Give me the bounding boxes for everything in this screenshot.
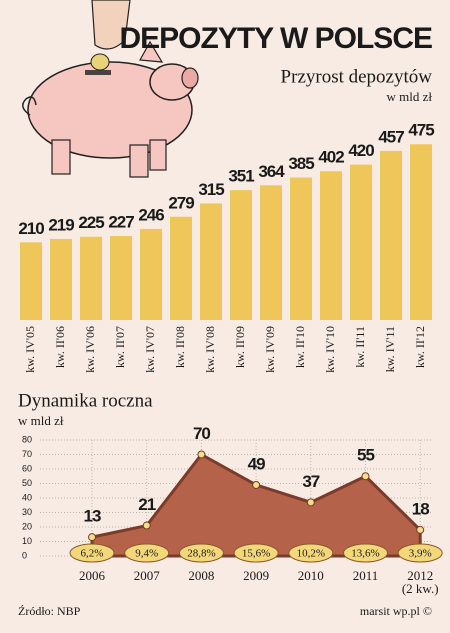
growth-badge: [397, 543, 443, 563]
growth-label: 10,2%: [297, 548, 325, 560]
growth-badge: [69, 543, 115, 563]
x-tick-label: kw. II'10: [293, 326, 307, 368]
value-label: 13: [84, 507, 101, 526]
bar: [290, 177, 312, 320]
bar: [170, 216, 192, 320]
bar: [80, 236, 102, 320]
growth-label: 28,8%: [187, 548, 215, 560]
point: [416, 525, 425, 534]
value-label: 210: [18, 219, 44, 238]
y-tick-label: 30: [22, 507, 32, 517]
y-tick-label: 10: [22, 536, 32, 546]
value-label: 227: [108, 212, 134, 231]
x-tick-label: 2010: [298, 568, 324, 583]
value-label: 18: [412, 499, 429, 518]
x-tick-label: 2006: [79, 568, 106, 583]
value-label: 385: [288, 154, 314, 173]
value-label: 279: [168, 193, 194, 212]
bar: [200, 203, 222, 320]
piggy-bank-illustration: [22, 0, 199, 178]
value-label: 364: [258, 162, 285, 181]
point: [142, 521, 151, 530]
value-label: 246: [138, 205, 164, 224]
chart-title: DEPOZYTY W POLSCE: [120, 22, 433, 55]
point: [197, 450, 206, 459]
point: [361, 472, 370, 481]
x-tick-label: 2012: [407, 568, 433, 583]
growth-label: 13,6%: [351, 548, 379, 560]
growth-badge: [178, 543, 224, 563]
x-annotation: (2 kw.): [402, 581, 439, 596]
y-tick-label: 80: [22, 434, 32, 444]
x-tick-label: kw. IV'05: [23, 326, 37, 373]
growth-badge: [124, 543, 170, 563]
value-label: 70: [193, 424, 210, 443]
y-tick-label: 0: [22, 550, 27, 560]
bar: [410, 144, 432, 320]
point: [252, 480, 261, 489]
x-tick-label: kw. II'07: [113, 326, 127, 368]
value-label: 55: [357, 446, 374, 465]
value-label: 49: [248, 454, 265, 473]
growth-label: 6,2%: [81, 548, 104, 560]
bar: [110, 236, 132, 320]
credit: marsit wp.pl ©: [360, 604, 432, 618]
x-tick-label: kw. IV'07: [143, 326, 157, 373]
value-label: 475: [408, 121, 434, 140]
growth-badge: [343, 543, 388, 563]
value-label: 402: [318, 148, 344, 167]
bar: [230, 190, 252, 320]
bar: [320, 171, 342, 320]
x-tick-label: kw. II'12: [413, 326, 427, 368]
x-tick-label: 2007: [134, 568, 161, 583]
value-label: 219: [48, 215, 74, 234]
x-tick-label: kw. II'08: [173, 326, 187, 368]
y-tick-label: 60: [22, 463, 32, 473]
x-tick-label: 2011: [353, 568, 379, 583]
growth-label: 3,9%: [409, 548, 432, 560]
unit-label: w mld zł: [387, 89, 433, 104]
y-tick-label: 20: [22, 521, 32, 531]
source: Źródło: NBP: [18, 604, 81, 618]
bar: [380, 150, 402, 320]
x-tick-label: 2008: [188, 568, 214, 583]
bar: [260, 185, 282, 320]
y-tick-label: 50: [22, 478, 32, 488]
x-tick-label: kw. IV'09: [263, 326, 277, 373]
x-tick-label: kw. II'06: [53, 326, 67, 368]
bar: [140, 228, 162, 320]
x-tick-label: kw. II'09: [233, 326, 247, 368]
x-tick-label: kw. IV'11: [383, 326, 397, 372]
x-tick-label: kw. IV'10: [323, 326, 337, 373]
point: [306, 498, 315, 507]
x-tick-label: kw. IV'06: [83, 326, 97, 373]
x-tick-label: kw. II'11: [353, 326, 367, 368]
y-tick-label: 70: [22, 449, 32, 459]
growth-label: 9,4%: [135, 548, 158, 560]
value-label: 37: [302, 472, 319, 491]
bar: [350, 164, 372, 320]
value-label: 315: [198, 180, 224, 199]
growth-badge: [288, 543, 334, 563]
point: [88, 533, 96, 542]
bar: [50, 238, 72, 320]
unit-label: w mld zł: [18, 413, 64, 428]
growth-badge: [233, 543, 279, 563]
value-label: 225: [78, 213, 104, 232]
bar: [20, 242, 42, 320]
value-label: 351: [228, 167, 254, 186]
value-label: 21: [138, 495, 155, 514]
x-tick-label: 2009: [243, 568, 269, 583]
y-tick-label: 40: [22, 492, 32, 502]
chart-subtitle: Przyrost depozytów: [281, 66, 433, 87]
x-tick-label: kw. IV'08: [203, 326, 217, 373]
chart-title: Dynamika roczna: [18, 390, 153, 411]
growth-label: 15,6%: [242, 548, 270, 560]
area: [90, 453, 422, 558]
value-label: 420: [348, 141, 374, 160]
value-label: 457: [378, 127, 404, 146]
